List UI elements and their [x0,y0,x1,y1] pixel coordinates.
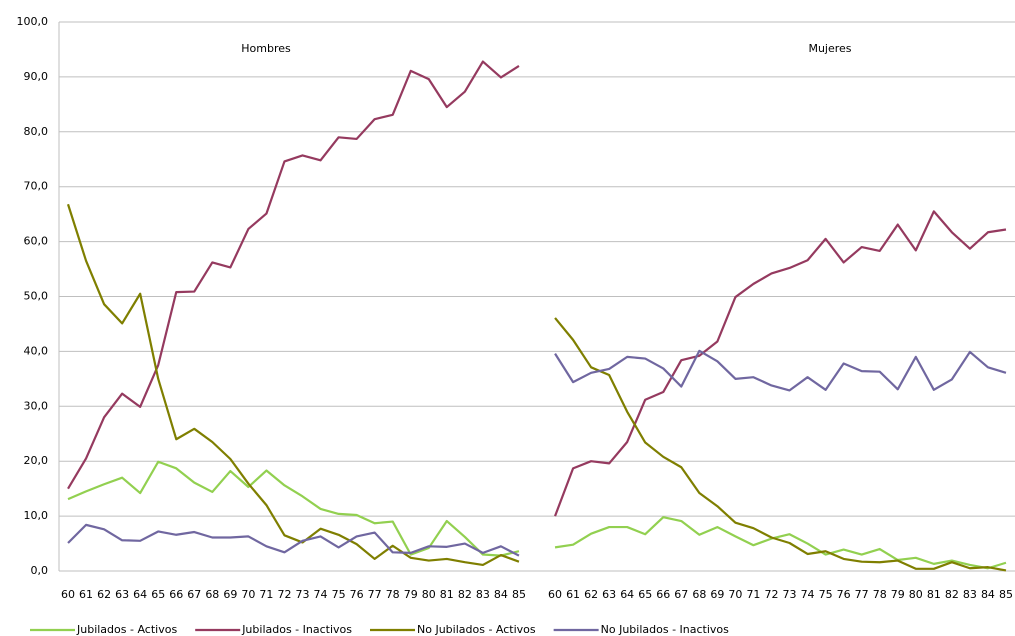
x-tick-label: 65 [638,588,652,601]
x-tick-label: 69 [710,588,724,601]
x-tick-label: 64 [133,588,147,601]
x-tick-label: 78 [386,588,400,601]
x-tick-label: 70 [241,588,255,601]
x-tick-label: 62 [584,588,598,601]
x-tick-label: 63 [115,588,129,601]
x-tick-label: 76 [837,588,851,601]
x-tick-label: 68 [692,588,706,601]
x-tick-label: 74 [801,588,815,601]
x-tick-label: 74 [314,588,328,601]
y-tick-label: 90,0 [24,70,49,83]
x-tick-label: 85 [999,588,1013,601]
x-tick-label: 84 [981,588,995,601]
y-tick-label: 20,0 [24,454,49,467]
x-tick-label: 79 [404,588,418,601]
x-tick-label: 66 [169,588,183,601]
x-tick-label: 81 [927,588,941,601]
x-tick-label: 60 [61,588,75,601]
legend-label: Jubilados - Activos [76,623,177,636]
y-tick-label: 40,0 [24,344,49,357]
series-line [67,60,1007,517]
y-tick-label: 10,0 [24,509,49,522]
x-tick-label: 62 [97,588,111,601]
x-tick-label: 76 [350,588,364,601]
series-line [67,460,1007,570]
x-tick-label: 83 [476,588,490,601]
x-tick-label: 82 [945,588,959,601]
legend-label: No Jubilados - Activos [417,623,536,636]
x-tick-label: 73 [783,588,797,601]
x-tick-label: 64 [620,588,634,601]
x-tick-label: 69 [223,588,237,601]
annotation: Hombres [241,42,291,55]
x-tick-label: 82 [458,588,472,601]
x-tick-label: 73 [296,588,310,601]
x-tick-label: 80 [422,588,436,601]
x-tick-label: 72 [764,588,778,601]
x-tick-label: 60 [548,588,562,601]
x-tick-label: 67 [674,588,688,601]
y-tick-label: 100,0 [17,15,49,28]
x-tick-label: 77 [368,588,382,601]
x-tick-label: 85 [512,588,526,601]
x-tick-label: 68 [205,588,219,601]
x-tick-label: 72 [277,588,291,601]
annotation: Mujeres [808,42,851,55]
series-line [67,349,1007,557]
x-tick-label: 66 [656,588,670,601]
x-tick-label: 79 [891,588,905,601]
x-tick-label: 75 [819,588,833,601]
x-tick-label: 61 [79,588,93,601]
x-tick-label: 77 [855,588,869,601]
y-tick-label: 50,0 [24,290,49,303]
x-tick-label: 83 [963,588,977,601]
y-tick-label: 60,0 [24,235,49,248]
y-tick-label: 30,0 [24,399,49,412]
x-tick-label: 80 [909,588,923,601]
x-tick-label: 71 [746,588,760,601]
y-tick-label: 70,0 [24,180,49,193]
y-tick-label: 0,0 [31,564,49,577]
x-tick-label: 78 [873,588,887,601]
x-tick-label: 67 [187,588,201,601]
y-tick-label: 80,0 [24,125,49,138]
x-tick-label: 63 [602,588,616,601]
legend-label: Jubilados - Inactivos [241,623,352,636]
series-line [66,203,1007,572]
x-tick-label: 61 [566,588,580,601]
x-tick-label: 65 [151,588,165,601]
x-tick-label: 70 [728,588,742,601]
x-tick-label: 75 [332,588,346,601]
x-tick-label: 71 [259,588,273,601]
legend-label: No Jubilados - Inactivos [601,623,730,636]
x-tick-label: 84 [494,588,508,601]
x-tick-label: 81 [440,588,454,601]
